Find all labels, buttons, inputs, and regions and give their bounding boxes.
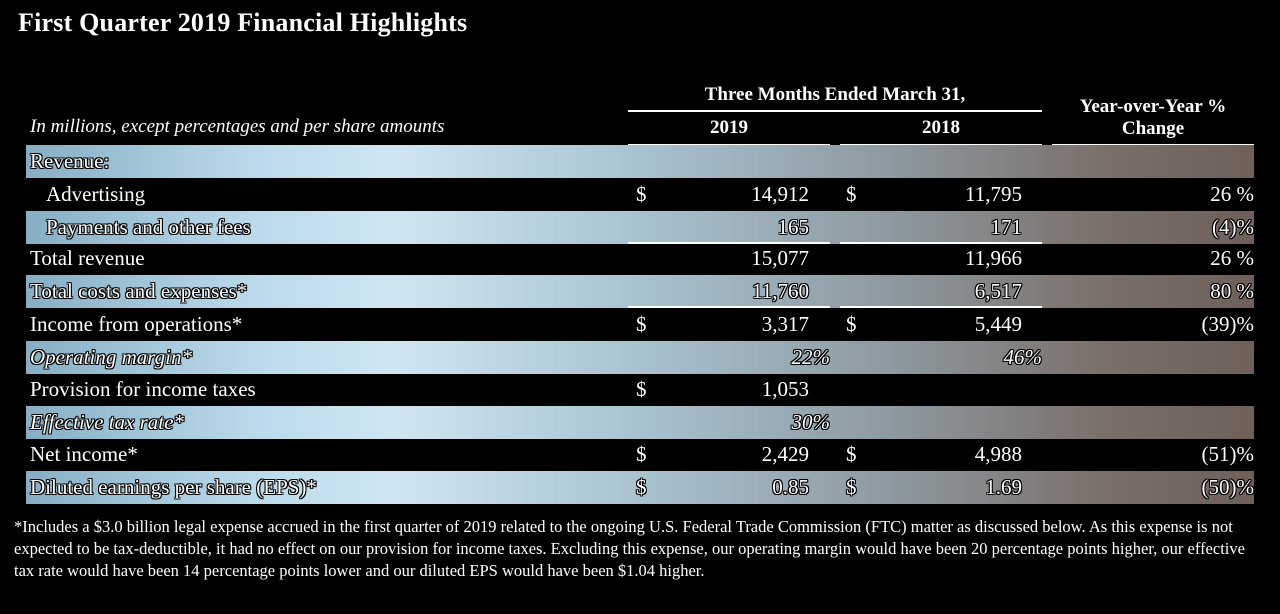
- row-label: Provision for income taxes: [30, 377, 256, 401]
- currency-2018: $: [846, 442, 857, 466]
- currency-2019: $: [636, 377, 647, 401]
- value-2019: 0.85: [772, 475, 809, 499]
- value-2019: 14,912: [751, 182, 809, 206]
- currency-2018: $: [846, 312, 857, 336]
- table-row-advertising: Advertising $ 14,912 $ 11,795 26 %: [26, 178, 1254, 211]
- value-2018: 46%: [1003, 345, 1043, 369]
- row-label: Operating margin*: [30, 345, 192, 369]
- value-2019: 1,053: [761, 377, 809, 401]
- currency-2019: $: [636, 475, 647, 499]
- value-2019: 11,760: [752, 279, 809, 303]
- value-yoy: 80 %: [1210, 279, 1254, 303]
- row-label: Payments and other fees: [46, 215, 251, 239]
- value-2018: 5,449: [974, 312, 1022, 336]
- value-2018: 4,988: [974, 442, 1022, 466]
- row-label: Total costs and expenses*: [30, 279, 248, 303]
- value-yoy: (4)%: [1212, 215, 1254, 239]
- table-row-diluted-eps: Diluted earnings per share (EPS)* $ 0.85…: [26, 471, 1254, 504]
- table-row-total-revenue: Total revenue 15,077 11,966 26 %: [26, 242, 1254, 275]
- column-header-2019: 2019: [710, 117, 748, 138]
- table-row-net-income: Net income* $ 2,429 $ 4,988 (51)%: [26, 438, 1254, 471]
- subtotal-rule-2018: [840, 306, 1042, 308]
- currency-2018: $: [846, 182, 857, 206]
- table-row-revenue: Revenue:: [26, 145, 1254, 178]
- table-row-total-costs: Total costs and expenses* 11,760 6,517 8…: [26, 275, 1254, 308]
- period-header: Three Months Ended March 31,: [704, 84, 966, 105]
- value-2018: 11,966: [965, 246, 1022, 270]
- currency-2019: $: [636, 182, 647, 206]
- row-label: Net income*: [30, 442, 138, 466]
- row-label: Revenue:: [30, 149, 110, 173]
- value-yoy: (50)%: [1201, 475, 1254, 499]
- row-label: Income from operations*: [30, 312, 243, 336]
- value-2019: 3,317: [761, 312, 809, 336]
- table-row-operating-margin: Operating margin* 22% 46%: [26, 341, 1254, 374]
- value-2018: 1.69: [985, 475, 1022, 499]
- table-row-effective-tax-rate: Effective tax rate* 30%: [26, 406, 1254, 439]
- page-title: First Quarter 2019 Financial Highlights: [18, 8, 468, 37]
- value-yoy: (51)%: [1201, 442, 1254, 466]
- value-yoy: 26 %: [1210, 246, 1254, 270]
- value-2019: 2,429: [761, 442, 809, 466]
- table-row-provision-income-taxes: Provision for income taxes $ 1,053: [26, 373, 1254, 406]
- currency-2019: $: [636, 442, 647, 466]
- value-2019: 15,077: [751, 246, 809, 270]
- table-row-income-from-operations: Income from operations* $ 3,317 $ 5,449 …: [26, 308, 1254, 341]
- value-2018: 6,517: [974, 279, 1022, 303]
- row-label: Diluted earnings per share (EPS)*: [30, 475, 317, 499]
- subtotal-rule-2019: [628, 242, 830, 244]
- footnote: *Includes a $3.0 billion legal expense a…: [14, 517, 1245, 580]
- currency-2019: $: [636, 312, 647, 336]
- currency-2018: $: [846, 475, 857, 499]
- value-2019: 30%: [791, 410, 831, 434]
- value-2019: 165: [777, 215, 810, 239]
- row-label: Advertising: [46, 182, 146, 206]
- row-label: Total revenue: [30, 246, 145, 270]
- row-label: Effective tax rate*: [30, 410, 184, 434]
- value-2018: 11,795: [965, 182, 1022, 206]
- value-yoy: 26 %: [1210, 182, 1254, 206]
- subtotal-rule-2018: [840, 242, 1042, 244]
- subtotal-rule-2019: [628, 306, 830, 308]
- column-header-2018: 2018: [922, 117, 960, 138]
- column-header-yoy: Year-over-Year % Change: [1079, 96, 1227, 139]
- value-2019: 22%: [791, 345, 831, 369]
- value-2018: 171: [990, 215, 1023, 239]
- value-yoy: (39)%: [1201, 312, 1254, 336]
- period-header-rule: [628, 110, 1042, 112]
- units-note: In millions, except percentages and per …: [30, 116, 445, 137]
- table-row-payments: Payments and other fees 165 171 (4)%: [26, 211, 1254, 244]
